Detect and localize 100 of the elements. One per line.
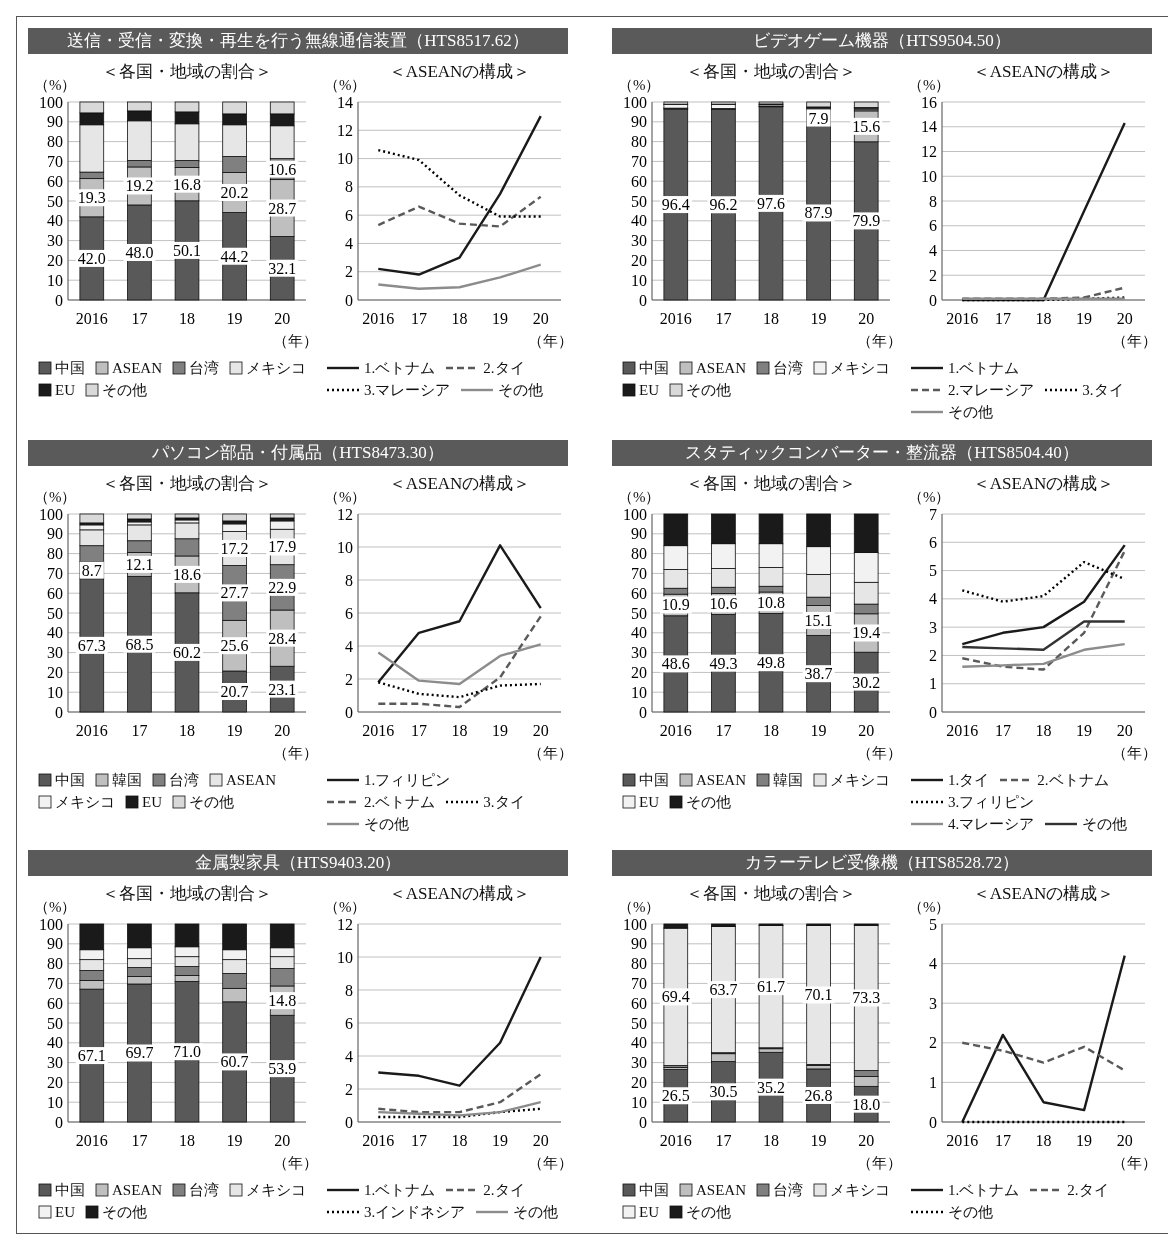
legend-label: メキシコ: [55, 793, 115, 812]
y-tick-label: 16: [921, 93, 937, 111]
legend-label: 1.ベトナム: [364, 1181, 436, 1200]
legend-label: EU: [639, 1203, 659, 1222]
data-label: 14.8: [268, 992, 297, 1010]
data-label: 28.7: [268, 199, 297, 217]
y-tick-label: 0: [929, 291, 937, 309]
y-tick-label: 30: [631, 1054, 647, 1072]
data-label: 23.1: [268, 680, 297, 698]
x-tick-label: 18: [451, 1132, 468, 1149]
x-tick-label: 19: [226, 310, 243, 327]
y-tick-label: 80: [631, 545, 647, 563]
y-tick-label: 30: [47, 232, 63, 250]
x-tick-label: 2016: [659, 722, 692, 739]
x-axis-title: （年）: [273, 744, 318, 763]
x-tick-label: 17: [410, 310, 427, 327]
data-label: 67.1: [77, 1047, 106, 1065]
data-label: 26.8: [804, 1086, 833, 1104]
x-axis-title: （年）: [1112, 1154, 1157, 1173]
y-tick-label: 0: [55, 703, 63, 721]
x-tick-label: 20: [532, 722, 549, 739]
x-tick-label: 2016: [75, 1132, 108, 1149]
x-tick-label: 2016: [75, 722, 108, 739]
y-tick-label: 40: [47, 1034, 63, 1052]
x-tick-label: 19: [492, 310, 509, 327]
legend-label: 1.ベトナム: [948, 1181, 1020, 1200]
chart-subtitle: ＜ASEANの構成＞: [972, 474, 1115, 493]
y-tick-label: 40: [631, 212, 647, 230]
y-tick-label: 50: [47, 192, 63, 210]
legend-label: その他: [686, 793, 731, 812]
x-tick-label: 17: [131, 722, 148, 739]
data-label: 38.7: [804, 665, 833, 683]
legend-label: 2.マレーシア: [948, 381, 1035, 400]
x-tick-label: 18: [179, 310, 195, 327]
legend-label: その他: [686, 1203, 731, 1222]
y-tick-label: 4: [345, 637, 353, 655]
y-axis-title: （%）: [324, 898, 367, 917]
data-label: 12.1: [125, 555, 154, 573]
y-tick-label: 4: [345, 1047, 353, 1065]
legend-label: 3.マレーシア: [364, 381, 451, 400]
y-tick-label: 100: [623, 93, 647, 111]
legend-label: EU: [142, 793, 162, 812]
legend-label: 3.タイ: [483, 793, 525, 812]
y-tick-label: 40: [631, 624, 647, 642]
data-label: 73.3: [852, 989, 881, 1007]
y-tick-label: 6: [345, 604, 353, 622]
legend-label: メキシコ: [830, 771, 891, 790]
x-tick-label: 20: [1116, 722, 1133, 739]
x-tick-label: 18: [763, 1132, 779, 1149]
x-tick-label: 17: [410, 1132, 427, 1149]
chart-title: ビデオゲーム機器（HTS9504.50）: [612, 28, 1152, 54]
x-tick-label: 2016: [946, 310, 979, 327]
y-tick-label: 12: [337, 505, 353, 523]
data-label: 26.5: [661, 1087, 690, 1105]
y-tick-label: 2: [929, 646, 937, 664]
y-tick-label: 50: [631, 604, 647, 622]
legend-label: 2.ベトナム: [1037, 771, 1109, 790]
y-tick-label: 30: [47, 1054, 63, 1072]
data-label: 42.0: [77, 249, 106, 267]
y-tick-label: 1: [929, 675, 937, 693]
data-label: 19.2: [125, 177, 154, 195]
data-label: 18.6: [173, 565, 201, 583]
y-axis-title: （%）: [908, 898, 951, 917]
y-tick-label: 2: [929, 1034, 937, 1052]
y-tick-label: 7: [929, 505, 937, 523]
y-tick-label: 50: [631, 192, 647, 210]
legend-label: 中国: [639, 359, 669, 378]
legend-label: 韓国: [773, 771, 804, 790]
chart-subtitle: ＜ASEANの構成＞: [972, 62, 1115, 81]
legend-label: ASEAN: [112, 1181, 163, 1200]
x-tick-label: 18: [451, 310, 468, 327]
data-label: 48.6: [661, 655, 690, 673]
legend-label: ASEAN: [696, 1181, 747, 1200]
legend-label: 2.タイ: [483, 359, 525, 378]
data-label: 48.0: [125, 243, 154, 261]
y-tick-label: 0: [929, 703, 937, 721]
x-tick-label: 20: [274, 722, 291, 739]
data-label: 15.1: [804, 611, 833, 629]
y-tick-label: 6: [345, 206, 353, 224]
x-axis-title: （年）: [273, 332, 318, 351]
y-tick-label: 10: [337, 150, 353, 168]
y-tick-label: 8: [345, 981, 353, 999]
chart-title: スタティックコンバーター・整流器（HTS8504.40）: [612, 440, 1152, 466]
y-tick-label: 14: [337, 93, 353, 111]
x-tick-label: 18: [763, 722, 779, 739]
x-tick-label: 20: [1116, 310, 1133, 327]
y-tick-label: 5: [929, 562, 937, 580]
y-tick-label: 70: [47, 152, 63, 170]
y-tick-label: 10: [337, 538, 353, 556]
x-tick-label: 20: [274, 1132, 291, 1149]
legend-label: EU: [639, 381, 659, 400]
legend-label: 中国: [55, 359, 85, 378]
x-axis-title: （年）: [857, 332, 902, 351]
x-tick-label: 18: [1035, 310, 1052, 327]
x-axis-title: （年）: [528, 744, 573, 763]
x-tick-label: 17: [994, 310, 1011, 327]
y-tick-label: 8: [929, 192, 937, 210]
x-tick-label: 17: [994, 1132, 1011, 1149]
y-tick-label: 100: [623, 505, 647, 523]
y-tick-label: 4: [929, 955, 937, 973]
